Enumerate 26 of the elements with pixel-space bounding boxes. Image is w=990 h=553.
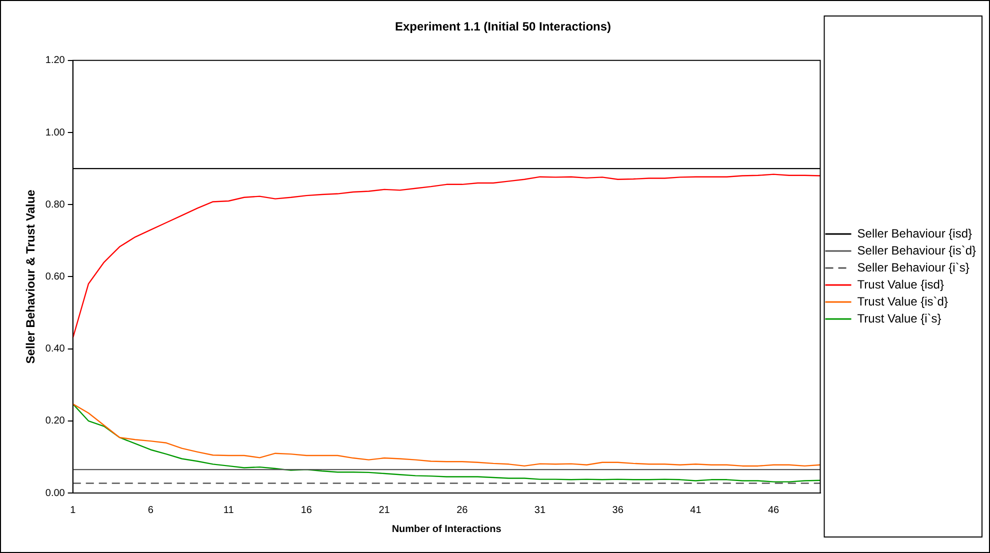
y-axis-title: Seller Behaviour & Trust Value <box>24 189 38 364</box>
x-tick-label: 41 <box>690 504 702 516</box>
legend-label: Seller Behaviour {is`d} <box>857 243 976 258</box>
x-tick-label: 26 <box>456 504 468 516</box>
y-tick-label: 1.00 <box>45 127 66 138</box>
legend-label: Trust Value {is`d} <box>857 294 948 308</box>
x-tick-label: 6 <box>148 504 154 516</box>
y-tick-label: 0.60 <box>45 271 66 282</box>
y-tick-label: 0.20 <box>45 416 66 427</box>
y-tick-label: 1.20 <box>45 55 66 66</box>
x-tick-label: 36 <box>612 504 624 516</box>
y-tick-label: 0.80 <box>45 199 66 210</box>
x-tick-label: 46 <box>768 504 780 516</box>
chart-title: Experiment 1.1 (Initial 50 Interactions) <box>394 20 612 34</box>
x-tick-label: 11 <box>223 504 234 516</box>
x-tick-label: 31 <box>534 504 546 516</box>
y-tick-label: 0.00 <box>45 488 66 499</box>
legend-label: Seller Behaviour {isd} <box>857 226 972 240</box>
legend-label: Trust Value {isd} <box>857 277 944 292</box>
x-tick-label: 16 <box>300 504 312 516</box>
y-tick-label: 0.40 <box>45 344 66 355</box>
x-tick-label: 21 <box>378 504 390 516</box>
legend-label: Seller Behaviour {i`s} <box>857 260 970 274</box>
legend-label: Trust Value {i`s} <box>857 311 942 326</box>
x-axis-title: Number of Interactions <box>392 524 502 535</box>
x-tick-label: 1 <box>70 504 76 516</box>
